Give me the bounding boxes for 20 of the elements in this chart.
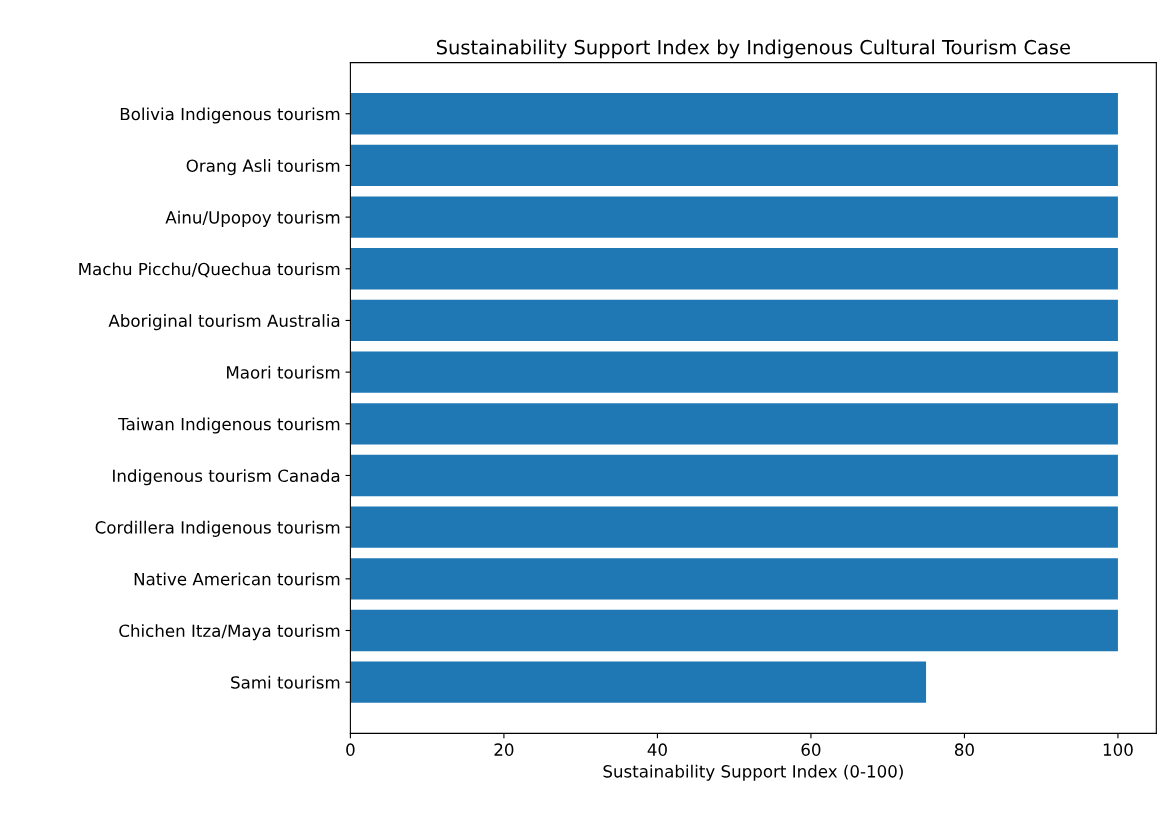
x-tick-label: 100 bbox=[1103, 743, 1133, 756]
x-tick-label: 40 bbox=[647, 743, 667, 756]
y-tick-label: Chichen Itza/Maya tourism bbox=[119, 624, 340, 641]
y-tick-label: Maori tourism bbox=[227, 365, 340, 379]
y-tick-label: Machu Picchu/Quechua tourism bbox=[79, 262, 340, 278]
y-tick-label: Ainu/Upopoy tourism bbox=[165, 210, 340, 227]
chart-title: Sustainability Support Index by Indigenous Cultural Tourism Case bbox=[436, 39, 1071, 59]
y-tick-label: Sami tourism bbox=[231, 675, 340, 689]
x-tick-label: 0 bbox=[346, 743, 355, 756]
y-tick-label: Bolivia Indigenous tourism bbox=[120, 107, 340, 124]
y-tick-label: Orang Asli tourism bbox=[186, 159, 340, 176]
x-tick-label: 60 bbox=[801, 743, 821, 756]
y-tick-label: Taiwan Indigenous tourism bbox=[118, 417, 340, 434]
x-tick-label: 80 bbox=[954, 743, 974, 756]
y-tick-label: Native American tourism bbox=[134, 572, 340, 586]
y-tick-label: Aboriginal tourism Australia bbox=[108, 314, 340, 331]
y-tick-label: Indigenous tourism Canada bbox=[113, 469, 340, 486]
y-tick-label: Cordillera Indigenous tourism bbox=[95, 520, 340, 537]
x-axis-title: Sustainability Support Index (0-100) bbox=[603, 764, 903, 781]
x-tick-label: 20 bbox=[494, 743, 514, 756]
